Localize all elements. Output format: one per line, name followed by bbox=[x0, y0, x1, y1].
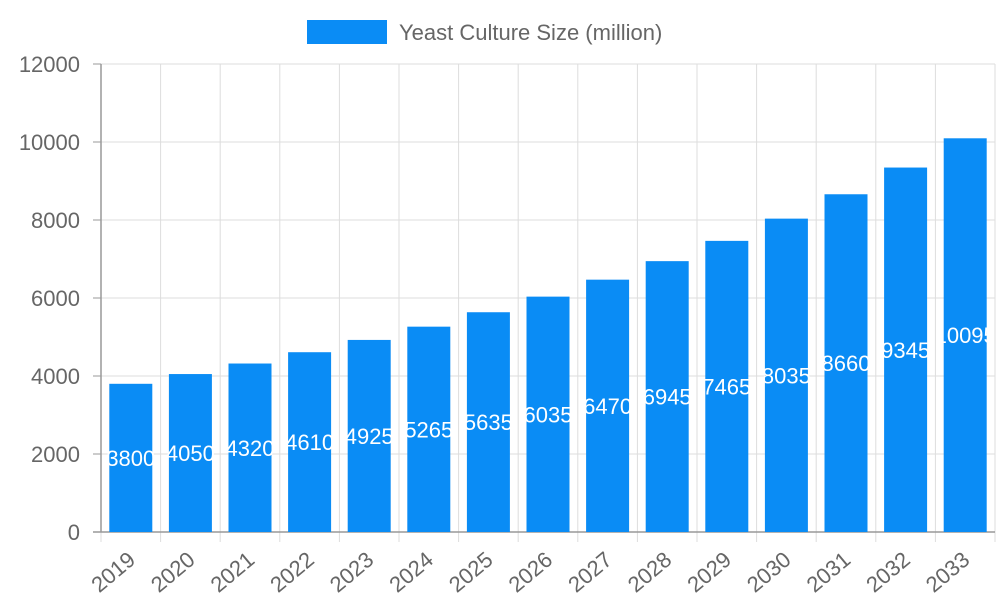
bar-data-label: 6035 bbox=[524, 402, 573, 427]
x-tick-label: 2022 bbox=[265, 547, 319, 598]
bar bbox=[407, 326, 451, 532]
bar-data-label: 8660 bbox=[822, 351, 871, 376]
bar bbox=[526, 296, 570, 532]
bar-data-label: 4610 bbox=[285, 430, 334, 455]
bar bbox=[228, 363, 272, 532]
bar-data-label: 6470 bbox=[583, 394, 632, 419]
x-tick-label: 2033 bbox=[921, 547, 975, 598]
y-tick-label: 8000 bbox=[31, 208, 80, 233]
bar-data-label: 5635 bbox=[464, 410, 513, 435]
bar bbox=[109, 383, 153, 532]
x-tick-label: 2027 bbox=[563, 547, 617, 598]
bar-series bbox=[109, 138, 987, 533]
y-tick-label: 0 bbox=[68, 520, 80, 545]
bar bbox=[884, 167, 928, 533]
bar-data-label: 9345 bbox=[881, 338, 930, 363]
bar-data-label: 5265 bbox=[404, 417, 453, 442]
x-tick-label: 2020 bbox=[146, 547, 200, 598]
bar bbox=[705, 240, 749, 533]
legend: Yeast Culture Size (million) bbox=[307, 20, 662, 45]
bar bbox=[347, 339, 391, 532]
x-tick-label: 2030 bbox=[742, 547, 796, 598]
data-labels: 3800 4050 4320 4610 4925 5265 5635 6035 6470 6945… bbox=[106, 323, 996, 471]
x-tick-label: 2025 bbox=[444, 547, 498, 598]
y-tick-label: 12000 bbox=[19, 52, 80, 77]
bar bbox=[943, 138, 987, 533]
bar-data-label: 4050 bbox=[166, 441, 215, 466]
x-tick-label: 2029 bbox=[682, 547, 736, 598]
bar bbox=[764, 218, 808, 532]
bar bbox=[168, 374, 212, 532]
bar-data-label: 4320 bbox=[226, 436, 275, 461]
x-tick-label: 2031 bbox=[802, 547, 856, 598]
bar-data-label: 7465 bbox=[702, 374, 751, 399]
bar bbox=[645, 261, 689, 532]
y-tick-label: 6000 bbox=[31, 286, 80, 311]
bar bbox=[288, 352, 332, 532]
bar-data-label: 8035 bbox=[762, 363, 811, 388]
grid-lines bbox=[100, 63, 996, 542]
x-tick-label: 2024 bbox=[384, 547, 438, 598]
x-tick-label: 2019 bbox=[86, 547, 140, 598]
y-axis-ticks: 0 2000 4000 6000 8000 10000 12000 bbox=[19, 52, 101, 545]
legend-swatch bbox=[307, 20, 387, 44]
bar-data-label: 10095 bbox=[935, 323, 996, 348]
x-tick-label: 2028 bbox=[623, 547, 677, 598]
x-tick-label: 2026 bbox=[504, 547, 558, 598]
bar bbox=[586, 279, 630, 532]
bar bbox=[824, 194, 868, 532]
legend-label: Yeast Culture Size (million) bbox=[399, 20, 662, 45]
x-tick-label: 2023 bbox=[325, 547, 379, 598]
y-tick-label: 10000 bbox=[19, 130, 80, 155]
y-tick-label: 2000 bbox=[31, 442, 80, 467]
x-tick-label: 2032 bbox=[861, 547, 915, 598]
x-tick-label: 2021 bbox=[206, 547, 260, 598]
x-axis-ticks: 2019 2020 2021 2022 2023 2024 2025 2026 2027 2028… bbox=[86, 547, 974, 598]
bar-data-label: 4925 bbox=[345, 424, 394, 449]
bar-data-label: 3800 bbox=[106, 446, 155, 471]
bar-data-label: 6945 bbox=[643, 385, 692, 410]
y-tick-label: 4000 bbox=[31, 364, 80, 389]
bar bbox=[466, 312, 510, 532]
